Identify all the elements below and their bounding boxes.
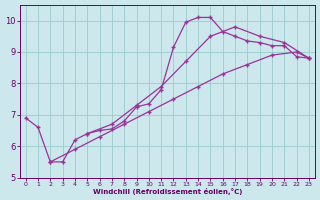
X-axis label: Windchill (Refroidissement éolien,°C): Windchill (Refroidissement éolien,°C) bbox=[93, 188, 242, 195]
